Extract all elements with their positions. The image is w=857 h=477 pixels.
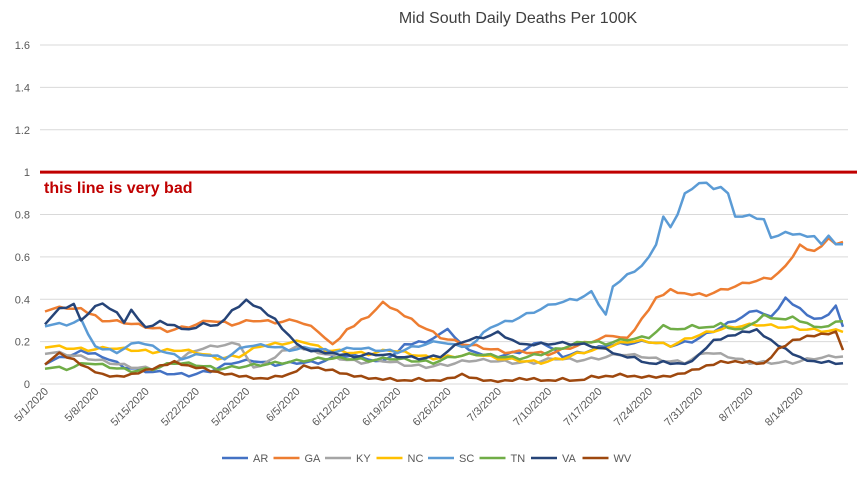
- x-tick-label: 5/8/2020: [63, 386, 102, 425]
- x-tick-label: 5/22/2020: [159, 386, 202, 429]
- legend-label-sc: SC: [459, 453, 474, 465]
- x-tick-label: 6/5/2020: [264, 386, 303, 425]
- series-line-wv: [44, 330, 845, 384]
- legend: AR GA KY NC SC TN VA WV: [222, 453, 632, 465]
- x-tick-label: 7/10/2020: [511, 386, 554, 429]
- x-tick-label: 5/15/2020: [109, 386, 152, 429]
- y-tick-label: 1: [24, 167, 30, 179]
- legend-label-nc: NC: [408, 453, 424, 465]
- x-tick-label: 7/17/2020: [562, 386, 605, 429]
- y-tick-label: 0: [24, 379, 30, 391]
- x-tick-label: 8/7/2020: [717, 386, 756, 425]
- legend-label-wv: WV: [614, 453, 632, 465]
- y-tick-label: 1.2: [15, 125, 30, 137]
- series-line-nc: [44, 322, 844, 365]
- y-tick-label: 1.4: [15, 82, 30, 94]
- legend-label-va: VA: [562, 453, 577, 465]
- x-tick-label: 6/12/2020: [310, 386, 353, 429]
- series-line-va: [44, 298, 844, 366]
- legend-label-ga: GA: [305, 453, 322, 465]
- x-tick-label: 8/14/2020: [763, 386, 806, 429]
- x-tick-label: 7/3/2020: [465, 386, 504, 425]
- y-tick-label: 1.6: [15, 40, 30, 52]
- legend-label-tn: TN: [511, 453, 526, 465]
- series-line-ky: [44, 341, 844, 372]
- x-tick-label: 7/24/2020: [612, 386, 655, 429]
- y-tick-label: 0.8: [15, 210, 30, 222]
- legend-label-ky: KY: [356, 453, 371, 465]
- series-line-sc: [44, 181, 843, 361]
- y-tick-label: 0.6: [15, 252, 30, 264]
- y-tick-label: 0.4: [15, 294, 30, 306]
- x-tick-label: 6/26/2020: [411, 386, 454, 429]
- x-tick-label: 7/31/2020: [662, 386, 705, 429]
- y-tick-label: 0.2: [15, 337, 30, 349]
- y-axis-ticks: 0 0.2 0.4 0.6 0.8 1 1.2 1.4 1.6: [15, 40, 30, 391]
- legend-label-ar: AR: [253, 453, 268, 465]
- x-tick-label: 5/1/2020: [12, 386, 51, 425]
- series-lines: [44, 181, 845, 384]
- x-axis-ticks: 5/1/2020 5/8/2020 5/15/2020 5/22/2020 5/29/2…: [12, 386, 806, 429]
- chart-title: Mid South Daily Deaths Per 100K: [399, 10, 638, 27]
- reference-line-label: this line is very bad: [44, 180, 193, 197]
- gridlines: [40, 44, 848, 385]
- x-tick-label: 5/29/2020: [209, 386, 252, 429]
- x-tick-label: 6/19/2020: [360, 386, 403, 429]
